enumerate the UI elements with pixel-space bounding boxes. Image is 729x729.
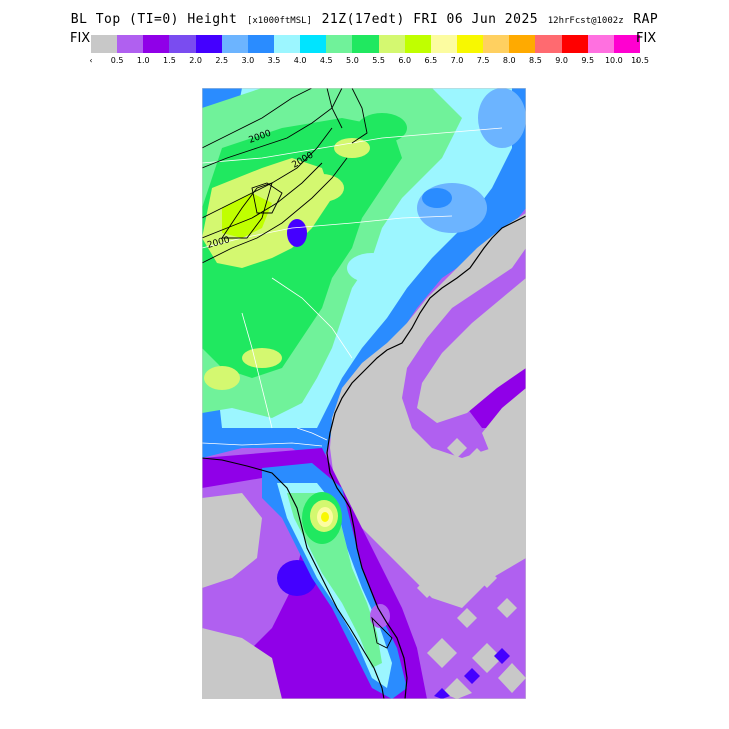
- legend-tick-label: 6.0: [398, 56, 412, 65]
- field-ocean-gray-2: [417, 278, 526, 423]
- legend-less-mark: ‹: [89, 56, 93, 65]
- legend-swatch: [169, 35, 196, 53]
- legend-tick-label: 8.5: [529, 56, 542, 65]
- field-patch-yellow-1: [204, 366, 240, 390]
- legend-tick-label: 1.5: [163, 56, 176, 65]
- field-patch-bluenorth: [478, 88, 526, 148]
- legend-tick-label: 9.5: [581, 56, 595, 65]
- legend-tick-label: 7.0: [450, 56, 464, 65]
- color-legend-bar: [91, 35, 640, 53]
- legend-tick-label: 2.0: [189, 56, 202, 65]
- field-patch-blue-3: [422, 188, 452, 208]
- field-ocean-blue-specks: [434, 648, 510, 699]
- coastline-gulf: [202, 457, 385, 699]
- field-patch-yellow-2: [242, 348, 282, 368]
- legend-swatch: [483, 35, 510, 53]
- legend-swatch: [430, 35, 457, 53]
- legend-swatch: [404, 35, 431, 53]
- map-panel: 2000 2000 2000: [202, 88, 526, 699]
- legend-tick-label: 0.5: [110, 56, 124, 65]
- map-svg: 2000 2000 2000: [202, 88, 526, 699]
- legend-swatch: [221, 35, 248, 53]
- field-ocean-diamonds: [417, 438, 526, 699]
- field-patch-blue-1: [287, 219, 307, 247]
- legend-swatch: [352, 35, 379, 53]
- legend-swatch: [117, 35, 144, 53]
- title-units: [x1000ftMSL]: [246, 16, 312, 26]
- field-florida-lake: [370, 604, 390, 628]
- title-forecast: 12hrFcst@1002z: [547, 16, 624, 26]
- legend-swatch: [456, 35, 484, 53]
- legend-swatch: [91, 35, 118, 53]
- legend-tick-label: 3.5: [267, 56, 281, 65]
- field-patch-cyan-1: [347, 253, 397, 283]
- legend-swatch: [587, 35, 614, 53]
- title-model: RAP: [633, 12, 659, 27]
- legend-swatch: [613, 35, 640, 53]
- title-main: BL Top (TI=0) Height: [70, 12, 238, 27]
- legend-swatch: [273, 35, 301, 53]
- legend-tick-label: 10.5: [631, 56, 649, 65]
- legend-tick-label: 4.5: [319, 56, 333, 65]
- chart-title: BL Top (TI=0) Height [x1000ftMSL] 21Z(17…: [0, 8, 729, 27]
- field-south-gray-2: [202, 628, 282, 699]
- legend-swatch: [535, 35, 562, 53]
- field-patch-green-1: [357, 113, 407, 143]
- legend-swatch: [195, 35, 222, 53]
- legend-tick-label: 5.5: [372, 56, 385, 65]
- legend-tick-label: 5.0: [346, 56, 359, 65]
- field-ocean-gray-ne: [482, 388, 526, 468]
- legend-tick-label: 2.5: [215, 56, 229, 65]
- field-north-lime: [222, 193, 272, 238]
- legend-tick-label: 1.0: [136, 56, 150, 65]
- legend-swatch: [247, 35, 274, 53]
- legend-swatch: [561, 35, 588, 53]
- legend-tick-label: 10.0: [604, 56, 623, 65]
- field-patch-yellow-4: [334, 138, 370, 158]
- legend-tick-label: 6.5: [424, 56, 438, 65]
- legend-fix-left: FIX: [70, 31, 91, 46]
- legend-more-mark: ›: [635, 56, 639, 65]
- legend-tick-label: 9.0: [555, 56, 568, 65]
- color-legend-ticks: ‹ 0.5 1.0 1.5 2.0 2.5 3.0 3.5 4.0 4.5 5.0 5.5 6.0 6.5…: [89, 56, 649, 68]
- field-florida-center: [321, 512, 329, 522]
- legend-tick-label: 7.5: [476, 56, 490, 65]
- contours: [202, 88, 393, 649]
- legend-swatch: [326, 35, 353, 53]
- title-valid-time: 21Z(17edt) FRI 06 Jun 2025: [321, 12, 539, 27]
- legend-swatch: [509, 35, 536, 53]
- legend-swatch: [378, 35, 405, 53]
- field-south-gray: [202, 493, 262, 588]
- coastline: [326, 215, 526, 699]
- legend-tick-label: 4.0: [293, 56, 307, 65]
- legend-fix-right: FIX: [636, 31, 657, 46]
- legend-swatch: [300, 35, 327, 53]
- legend-swatch: [143, 35, 170, 53]
- legend-tick-label: 3.0: [241, 56, 255, 65]
- field-south-blue-patch: [277, 560, 317, 596]
- legend-tick-label: 8.0: [502, 56, 516, 65]
